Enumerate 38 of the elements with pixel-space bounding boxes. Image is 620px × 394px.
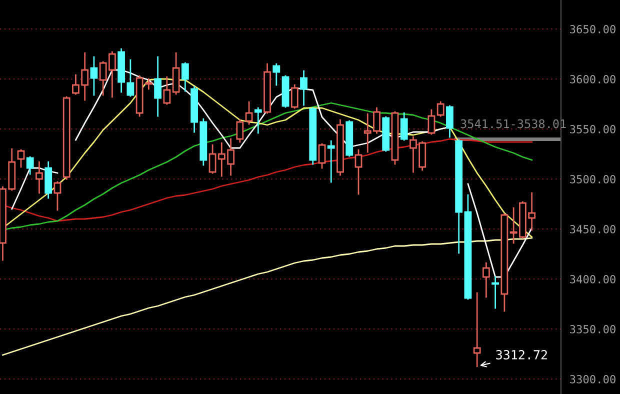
candlestick: [154, 56, 162, 117]
candlestick: [500, 213, 508, 312]
candlestick: [455, 139, 463, 254]
y-tick-label: 3500.00: [570, 175, 616, 184]
annotation: 3312.72: [496, 350, 547, 360]
candlestick: [492, 276, 500, 309]
candlestick: [290, 84, 298, 109]
candlestick: [327, 140, 335, 183]
candlestick: [272, 63, 280, 86]
y-tick-label: 3650.00: [570, 25, 616, 34]
candlestick: [236, 119, 244, 143]
candlestick: [336, 119, 344, 176]
candlestick: [163, 76, 171, 105]
candlestick: [446, 105, 454, 138]
candlestick: [473, 292, 481, 367]
candlestick: [400, 112, 408, 141]
candlestick: [254, 107, 262, 134]
candlestick: [126, 59, 134, 97]
y-tick-label: 3350.00: [570, 325, 616, 334]
candlestick: [382, 116, 390, 152]
y-tick-label: 3450.00: [570, 225, 616, 234]
y-tick-label: 3550.00: [570, 125, 616, 134]
candlestick: [62, 96, 70, 180]
candlestick: [436, 101, 444, 117]
candlestick: [181, 62, 189, 92]
candlestick: [26, 156, 34, 175]
y-tick-label: 3600.00: [570, 75, 616, 84]
candlestick: [118, 48, 126, 93]
candlestick: [300, 70, 308, 106]
candlestick: [44, 161, 52, 199]
y-tick-label: 3400.00: [570, 275, 616, 284]
candlestick: [264, 63, 271, 114]
candlestick: [482, 262, 490, 298]
candlestick: [90, 56, 98, 96]
candlestick: [36, 161, 43, 194]
candlestick: [309, 107, 317, 165]
candlestick: [346, 120, 354, 157]
y-tick-label: 3300.00: [570, 375, 616, 384]
